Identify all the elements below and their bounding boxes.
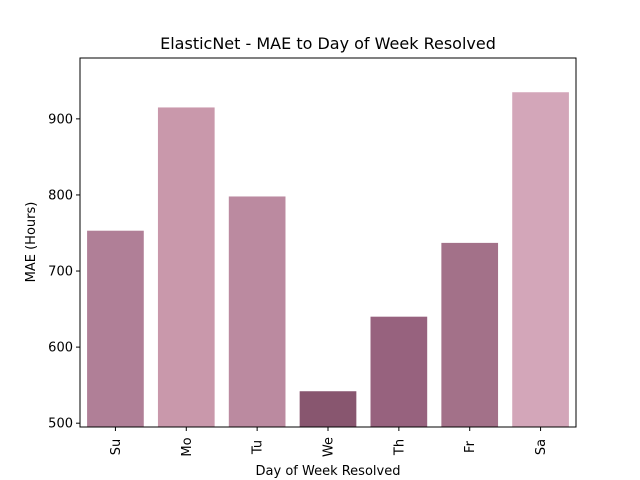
plot-frame bbox=[79, 57, 577, 428]
bars-group bbox=[87, 92, 569, 427]
y-axis-ticks: 500 600 700 800 900 bbox=[48, 112, 80, 432]
x-tick-label: Tu bbox=[251, 440, 266, 455]
x-axis-label: Day of Week Resolved bbox=[256, 464, 401, 479]
bar-we bbox=[299, 391, 357, 427]
bar-th bbox=[370, 316, 428, 427]
bar-fr bbox=[441, 242, 499, 427]
y-tick-label: 600 bbox=[48, 341, 73, 356]
y-tick-label: 500 bbox=[48, 417, 73, 432]
x-tick-label: Su bbox=[109, 439, 124, 456]
x-tick-label: We bbox=[322, 437, 337, 457]
y-axis-label: MAE (Hours) bbox=[24, 202, 39, 283]
y-tick-label: 900 bbox=[48, 112, 73, 127]
y-tick-label: 800 bbox=[48, 188, 73, 203]
y-tick-label: 700 bbox=[48, 265, 73, 280]
x-tick-label: Fr bbox=[463, 440, 478, 453]
chart-title: ElasticNet - MAE to Day of Week Resolved bbox=[160, 34, 496, 53]
x-tick-label: Mo bbox=[180, 437, 195, 456]
bar-su bbox=[87, 230, 144, 427]
x-tick-label: Th bbox=[392, 439, 407, 456]
bar-sa bbox=[512, 92, 569, 427]
x-axis-ticks: Su Mo Tu We Th Fr Sa bbox=[109, 427, 549, 457]
bar-tu bbox=[228, 196, 286, 427]
bar-mo bbox=[157, 107, 215, 427]
x-tick-label: Sa bbox=[534, 439, 549, 455]
